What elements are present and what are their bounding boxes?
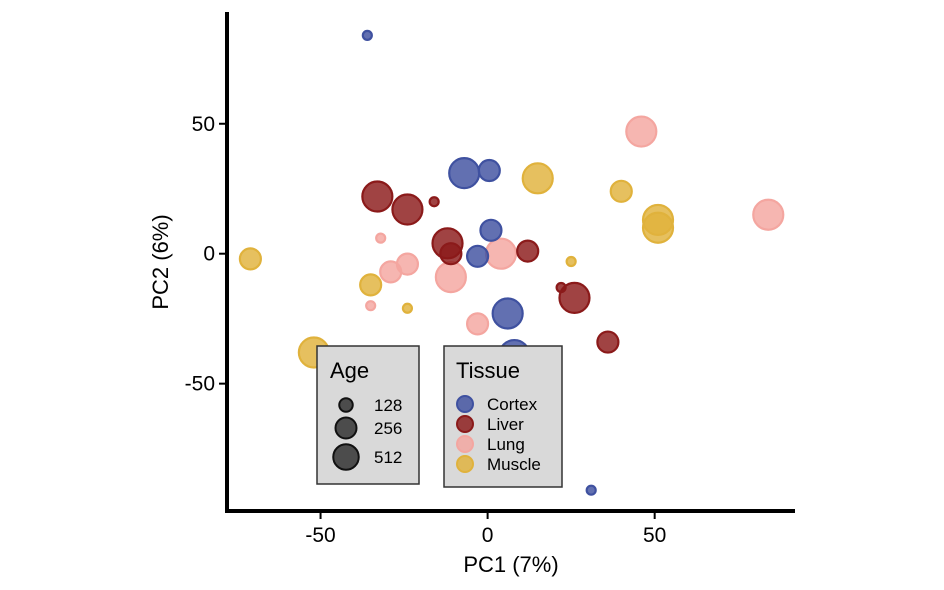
legend-age-label: 128 xyxy=(374,396,402,415)
data-point-muscle xyxy=(609,179,633,203)
data-point-cortex xyxy=(477,158,501,183)
data-point-liver xyxy=(516,239,540,263)
data-point-lung xyxy=(434,260,467,294)
data-point-lung xyxy=(752,198,785,231)
legend-age: Age 128 256 512 xyxy=(316,345,420,485)
data-point-cortex xyxy=(491,297,524,330)
data-point-muscle xyxy=(565,255,577,268)
legend-age-symbol xyxy=(332,443,360,471)
data-point-cortex xyxy=(361,29,373,41)
data-point-lung xyxy=(465,312,490,336)
data-point-liver xyxy=(391,193,424,226)
data-point-cortex xyxy=(479,218,503,242)
legend-age-title: Age xyxy=(330,358,369,383)
data-point-cortex xyxy=(448,157,481,190)
legend-tissue-label: Muscle xyxy=(487,455,541,474)
x-ticks: -50 0 50 xyxy=(305,511,666,547)
data-point-muscle xyxy=(359,273,383,297)
legend-age-label: 256 xyxy=(374,419,402,438)
legend-tissue-label: Lung xyxy=(487,435,525,454)
data-point-liver xyxy=(596,330,620,354)
x-axis-title: PC1 (7%) xyxy=(463,552,558,577)
data-point-muscle xyxy=(401,302,414,314)
legend-tissue-symbol xyxy=(456,435,474,453)
y-ticks: -50 0 50 xyxy=(185,113,227,396)
y-axis-title: PC2 (6%) xyxy=(148,214,173,309)
legend-tissue-symbol xyxy=(456,455,474,473)
legend-age-items: 128 256 512 xyxy=(332,396,402,471)
y-tick-label: 0 xyxy=(203,243,215,266)
points-layer xyxy=(238,29,785,496)
legend-tissue-label: Cortex xyxy=(487,395,538,414)
axes: -50 0 50 -50 0 50 xyxy=(185,12,795,547)
legend-tissue-title: Tissue xyxy=(456,358,520,383)
data-point-muscle xyxy=(238,247,262,271)
data-point-lung xyxy=(625,115,658,148)
data-point-liver xyxy=(555,281,567,294)
data-point-liver xyxy=(361,180,394,213)
x-tick-label: 50 xyxy=(643,524,666,547)
x-tick-label: 0 xyxy=(482,524,494,547)
x-tick-label: -50 xyxy=(305,524,335,547)
data-point-cortex xyxy=(585,484,597,496)
data-point-cortex xyxy=(465,244,490,268)
y-tick-label: 50 xyxy=(192,113,215,136)
data-point-lung xyxy=(365,300,377,312)
legend-tissue-symbol xyxy=(456,395,474,413)
data-point-liver xyxy=(439,242,463,266)
legend-age-symbol xyxy=(338,397,354,413)
data-point-muscle xyxy=(521,162,554,195)
legend-age-symbol xyxy=(334,416,358,440)
data-point-lung xyxy=(484,237,518,270)
data-point-lung xyxy=(379,260,403,284)
data-point-liver xyxy=(558,281,591,314)
y-tick-label: -50 xyxy=(185,373,215,396)
data-point-muscle xyxy=(641,211,675,244)
legend-tissue-label: Liver xyxy=(487,415,524,434)
legend-age-label: 512 xyxy=(374,448,402,467)
legend-tissue-symbol xyxy=(456,415,474,433)
data-point-liver xyxy=(428,196,440,208)
data-point-lung xyxy=(375,232,387,244)
